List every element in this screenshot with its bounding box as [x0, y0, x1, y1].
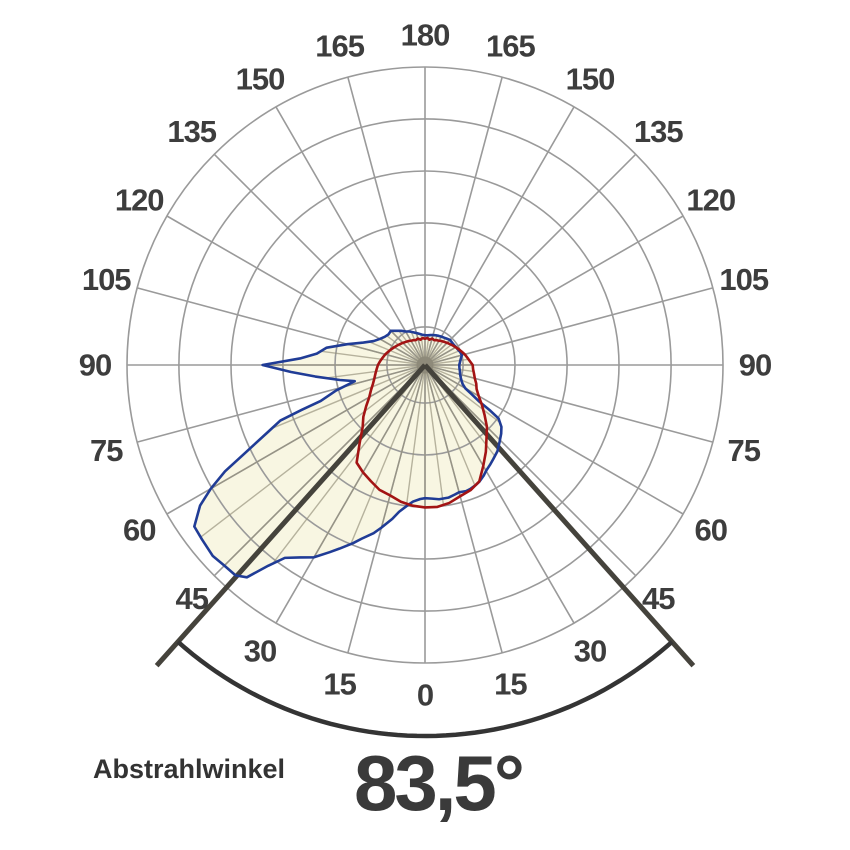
- angle-label: 120: [686, 183, 735, 218]
- angle-label: 105: [82, 262, 131, 297]
- measurement-ray: [424, 364, 461, 497]
- angle-label: 150: [566, 62, 615, 97]
- grid-spoke: [424, 215, 684, 366]
- angle-label: 60: [695, 513, 727, 548]
- beam-angle-caption-label: Abstrahlwinkel: [93, 754, 286, 784]
- angle-label: 150: [236, 62, 285, 97]
- measurement-ray: [424, 364, 475, 380]
- measurement-ray: [320, 350, 426, 366]
- angle-label: 30: [574, 633, 606, 668]
- angle-label: 75: [728, 433, 761, 468]
- angle-label: 90: [739, 348, 771, 383]
- beam-angle-arc: [176, 640, 674, 739]
- measurement-ray: [424, 364, 487, 472]
- blue-curve: [193, 329, 503, 579]
- measurement-ray: [405, 364, 426, 507]
- grid-spoke: [347, 76, 426, 366]
- angle-label: 165: [315, 29, 364, 64]
- angle-label: 30: [244, 633, 276, 668]
- measurement-ray: [424, 364, 477, 387]
- angle-label: 90: [79, 348, 111, 383]
- measurement-ray: [200, 364, 426, 538]
- measurement-ray: [223, 364, 426, 567]
- angle-label: 180: [401, 18, 450, 53]
- grid-spoke: [424, 153, 637, 366]
- angle-label: 135: [634, 114, 683, 149]
- grid-spoke: [213, 153, 426, 366]
- measurement-ray: [379, 338, 426, 366]
- grid-spoke: [424, 76, 503, 366]
- angle-label: 0: [417, 678, 433, 713]
- measurement-ray: [342, 364, 426, 388]
- measurement-ray: [271, 364, 426, 430]
- angle-label: 135: [167, 114, 216, 149]
- measurement-ray: [424, 364, 445, 506]
- angle-label: 75: [90, 433, 123, 468]
- measurement-ray: [380, 364, 426, 528]
- angle-label: 120: [115, 183, 164, 218]
- beam-angle-value: 83,5°: [354, 739, 525, 827]
- grid-spoke: [275, 106, 426, 366]
- measurement-ray: [368, 340, 426, 366]
- measurement-ray: [210, 364, 426, 490]
- angle-label: 105: [719, 262, 768, 297]
- beam-angle-line-left: [154, 363, 427, 668]
- grid-spoke: [424, 287, 714, 366]
- measurement-ray: [424, 364, 501, 424]
- beam-angle-line-right: [423, 363, 696, 668]
- grid-spoke: [424, 106, 575, 366]
- angle-label: 60: [123, 513, 155, 548]
- angle-label: 45: [175, 581, 208, 616]
- angle-label: 165: [486, 29, 535, 64]
- red-curve: [355, 336, 489, 509]
- angle-label: 45: [642, 581, 675, 616]
- measurement-ray: [271, 364, 426, 565]
- measurement-ray: [424, 364, 476, 487]
- measurement-ray: [313, 364, 426, 558]
- angle-label: 15: [494, 666, 527, 701]
- angle-label: 15: [323, 666, 356, 701]
- measurement-ray: [350, 364, 426, 545]
